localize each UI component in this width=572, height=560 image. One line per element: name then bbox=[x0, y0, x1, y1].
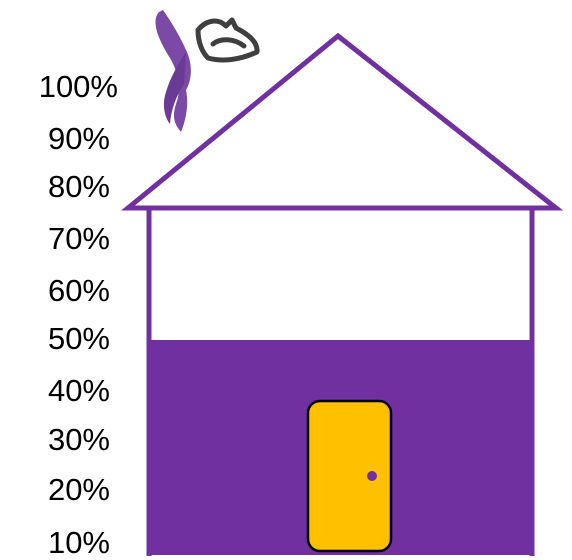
tick-label: 20% bbox=[48, 472, 110, 507]
bird-outline bbox=[195, 17, 260, 63]
house-walls bbox=[146, 208, 535, 556]
tick-label: 100% bbox=[39, 69, 118, 104]
house-door bbox=[306, 399, 393, 553]
tick-label: 40% bbox=[48, 373, 110, 408]
ribbon-tail bbox=[163, 52, 186, 124]
door-knob bbox=[367, 471, 377, 481]
tick-label: 50% bbox=[48, 321, 110, 356]
house-roof bbox=[121, 32, 564, 211]
tick-label: 70% bbox=[48, 221, 110, 256]
ribbon-shape bbox=[155, 10, 191, 132]
tick-label: 30% bbox=[48, 422, 110, 457]
tick-label: 90% bbox=[48, 121, 110, 156]
tick-label: 80% bbox=[48, 169, 110, 204]
purple-ribbon-bird-icon bbox=[155, 10, 260, 132]
tick-label: 60% bbox=[48, 273, 110, 308]
tick-label: 10% bbox=[48, 525, 110, 560]
door-panel bbox=[306, 399, 393, 553]
house-outline bbox=[121, 32, 564, 556]
y-axis-tick-labels: 100% 90% 80% 70% 60% 50% 40% 30% 20% 10% bbox=[39, 69, 118, 560]
